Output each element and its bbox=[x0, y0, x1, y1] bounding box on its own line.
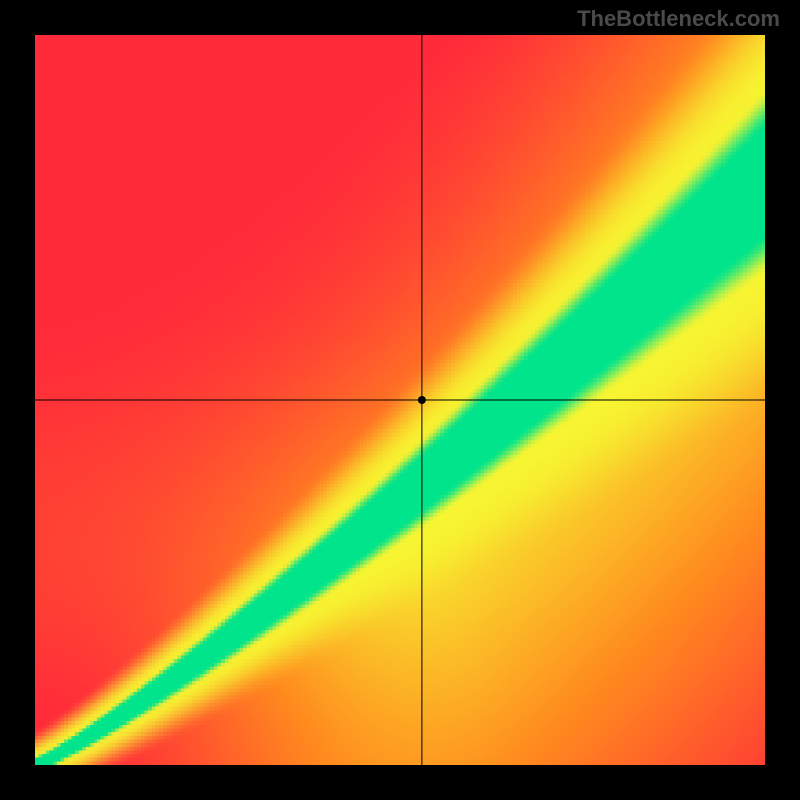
heatmap-canvas bbox=[35, 35, 765, 765]
chart-container: TheBottleneck.com bbox=[0, 0, 800, 800]
attribution-text: TheBottleneck.com bbox=[577, 6, 780, 32]
heatmap-plot bbox=[35, 35, 765, 765]
